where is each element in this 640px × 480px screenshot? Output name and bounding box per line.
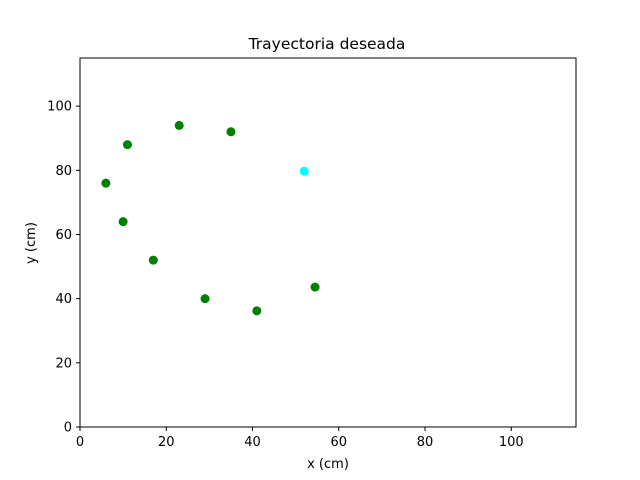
y-axis-label: y (cm) [24,222,39,264]
x-tick-label: 60 [331,435,348,450]
y-tick-label: 0 [64,421,72,436]
y-tick-label: 80 [55,164,72,179]
scatter-point [174,120,184,130]
plot-marks [101,120,320,316]
x-tick-label: 100 [499,435,524,450]
y-axis: 0 20 40 60 80 100 [47,100,80,436]
scatter-point [310,282,320,292]
scatter-point [299,166,309,176]
x-tick-label: 80 [417,435,434,450]
x-axis: 0 20 40 60 80 100 [76,427,524,450]
x-tick-label: 0 [76,435,84,450]
scatter-point [118,217,128,227]
scatter-point [200,294,210,304]
scatter-point [148,255,158,265]
x-axis-label: x (cm) [307,457,349,472]
x-tick-label: 20 [158,435,175,450]
x-tick-label: 40 [244,435,261,450]
y-tick-label: 20 [55,356,72,371]
y-tick-label: 60 [55,228,72,243]
scatter-point [252,306,262,316]
plot-area-frame [79,57,577,428]
y-tick-label: 40 [55,292,72,307]
chart-title: Trayectoria deseada [248,35,406,53]
y-tick-label: 100 [47,100,72,115]
scatter-point [101,178,111,188]
scatter-point [226,127,236,137]
scatter-point [122,140,132,150]
